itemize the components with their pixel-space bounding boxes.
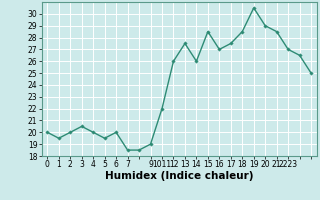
- X-axis label: Humidex (Indice chaleur): Humidex (Indice chaleur): [105, 171, 253, 181]
